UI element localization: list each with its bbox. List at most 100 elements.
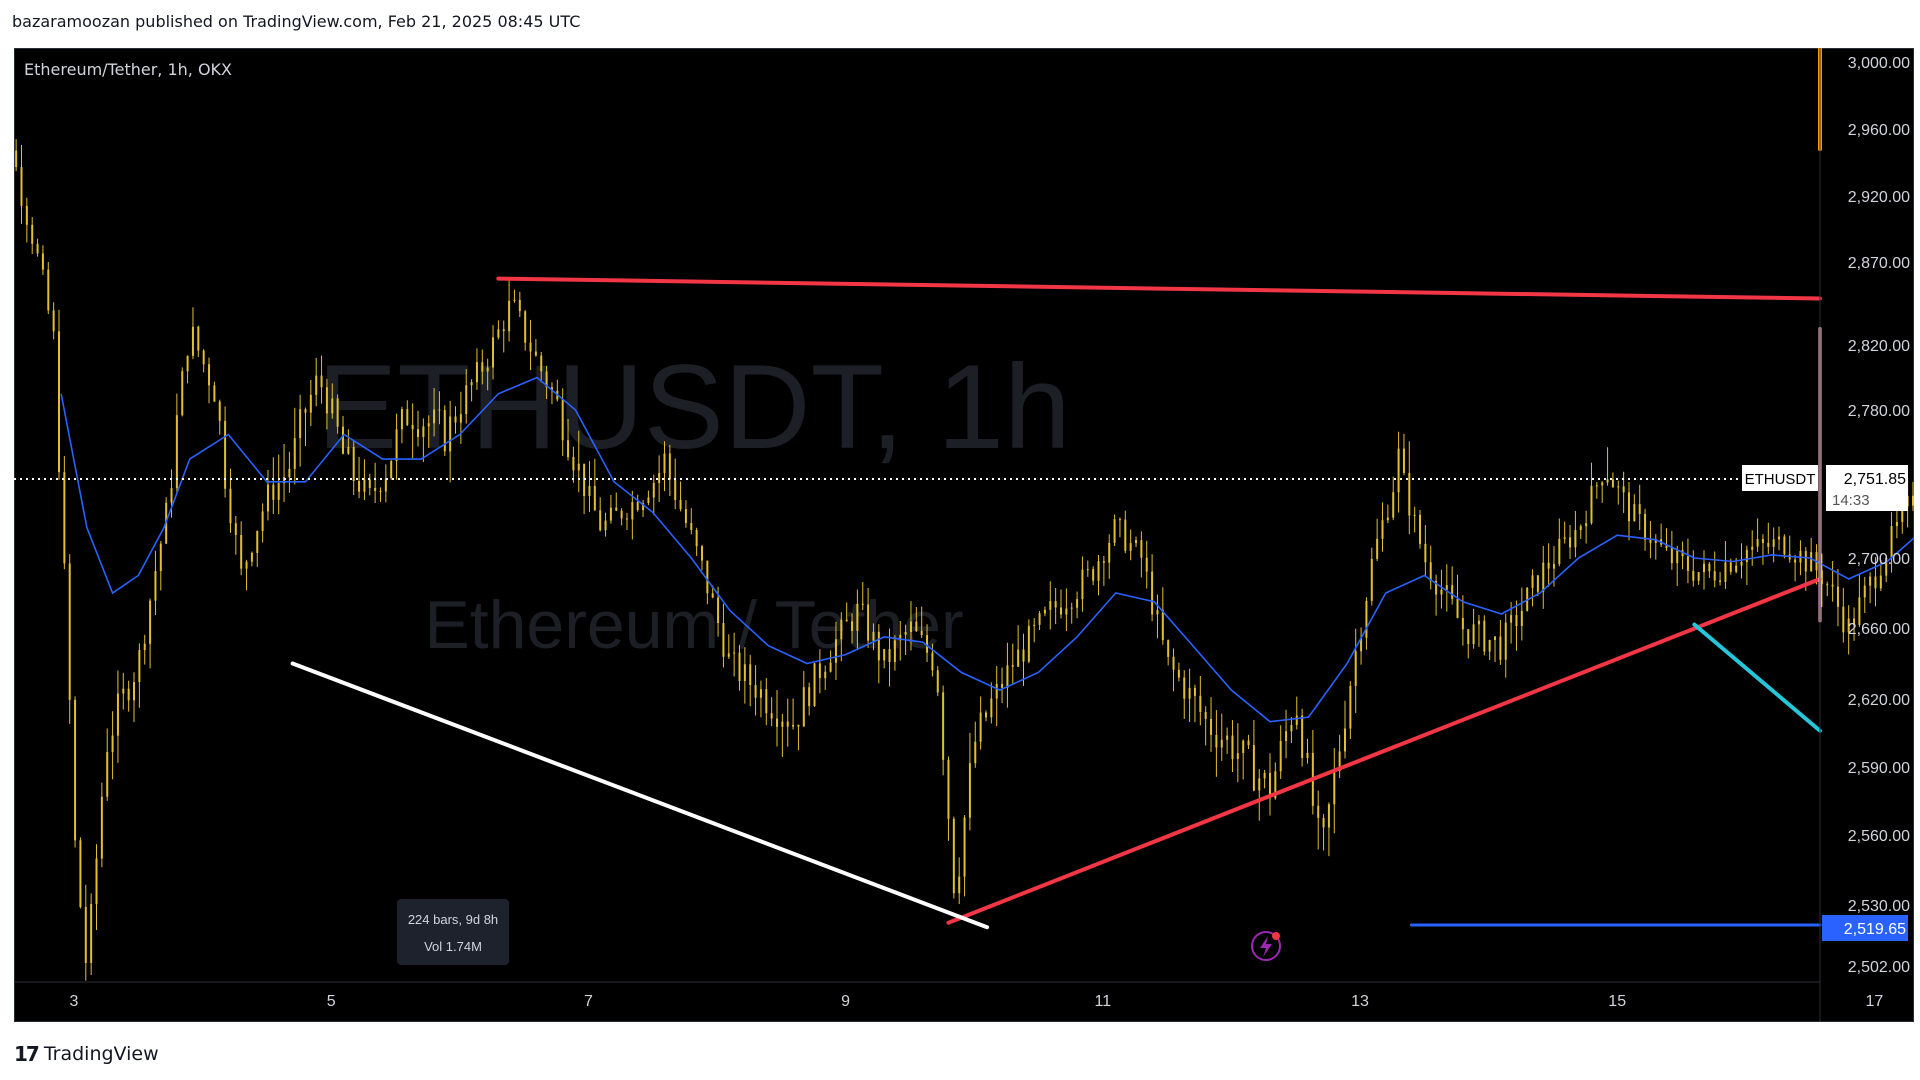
candle-body	[1011, 665, 1014, 667]
candle-body	[829, 662, 832, 672]
flash-icon-ring	[1251, 931, 1281, 961]
candle-body	[1129, 543, 1132, 551]
candle-body	[1740, 562, 1743, 566]
price-axis[interactable]: 3,000.00 2,960.00 2,920.00 2,870.00 2,820.00…	[1742, 48, 1910, 1022]
candle	[1156, 594, 1159, 639]
candle	[309, 380, 312, 427]
candle-body	[149, 600, 152, 644]
candle	[122, 672, 125, 710]
candle	[1043, 606, 1046, 617]
candle-body	[1419, 514, 1422, 544]
candle-body	[1772, 539, 1775, 547]
candle	[1215, 710, 1218, 777]
candle	[159, 540, 162, 591]
candle	[127, 680, 130, 712]
candle	[459, 391, 462, 444]
candle-body	[561, 399, 564, 441]
candle-body	[138, 650, 141, 683]
price-tick-label: 2,870.00	[1848, 255, 1910, 272]
candle	[1660, 523, 1663, 548]
candle	[1392, 476, 1395, 521]
candle-body	[1574, 530, 1577, 548]
candle	[68, 554, 71, 724]
measure-label: 224 bars, 9d 8h Vol 1.74M	[397, 899, 509, 965]
candle-body	[904, 631, 907, 635]
candle	[100, 782, 103, 868]
candle-body	[1322, 817, 1325, 828]
candle-body	[781, 721, 784, 727]
candle	[422, 418, 425, 463]
candle-body	[208, 364, 211, 386]
candle-body	[79, 840, 82, 907]
candle	[245, 559, 248, 591]
candle-body	[1429, 562, 1432, 582]
candle-body	[1285, 731, 1288, 742]
candle	[1853, 607, 1856, 641]
candle-body	[325, 387, 328, 414]
candle	[384, 464, 387, 503]
candle-body	[1649, 539, 1652, 543]
candle-body	[963, 817, 966, 877]
candle	[1703, 550, 1706, 590]
candle-body	[1751, 546, 1754, 550]
candle-body	[1247, 740, 1250, 746]
candle-body	[668, 453, 671, 480]
candle-body	[1386, 517, 1389, 521]
candle-body	[1494, 636, 1497, 641]
candle-body	[454, 416, 457, 423]
candle-body	[25, 205, 28, 225]
candle	[947, 756, 950, 841]
candle-body	[1542, 562, 1545, 592]
candle	[1590, 462, 1593, 525]
candle-body	[1027, 625, 1030, 662]
candle	[1820, 553, 1823, 607]
candle	[979, 696, 982, 750]
candle-body	[1376, 538, 1379, 559]
candle	[400, 406, 403, 444]
candle	[1263, 769, 1266, 789]
candle	[1708, 562, 1711, 578]
candle-body	[1708, 563, 1711, 572]
candle	[395, 413, 398, 480]
candle-body	[384, 478, 387, 492]
candle	[727, 634, 730, 659]
candle	[1210, 697, 1213, 752]
candle-body	[1167, 640, 1170, 657]
candle	[1869, 572, 1872, 604]
candle-body	[288, 468, 291, 478]
candle	[41, 245, 44, 276]
candle-body	[170, 488, 173, 503]
time-axis[interactable]: 3579111315171921232527Mar	[14, 981, 1914, 1010]
candle	[1402, 433, 1405, 476]
candle-body	[486, 367, 489, 372]
candle	[1060, 589, 1063, 619]
candle-body	[133, 682, 136, 701]
candle-body	[524, 311, 527, 343]
candle	[942, 685, 945, 776]
candle-body	[1601, 482, 1604, 486]
candle	[1183, 670, 1186, 719]
candle	[1306, 738, 1309, 764]
candle	[545, 365, 548, 400]
candle-body	[52, 310, 55, 332]
candle-body	[974, 741, 977, 764]
candle	[647, 490, 650, 506]
candle	[1504, 613, 1507, 678]
candle	[1365, 597, 1368, 650]
candle	[1536, 574, 1539, 597]
chart-extras: 224 bars, 9d 8h Vol 1.74M	[397, 899, 1281, 965]
candle-body	[1885, 557, 1888, 576]
candle-body	[1536, 575, 1539, 592]
candle	[1756, 518, 1759, 552]
candle	[1370, 547, 1373, 606]
candle-body	[1617, 486, 1620, 488]
candle-body	[545, 371, 548, 388]
candle-body	[1440, 589, 1443, 595]
candle	[1767, 522, 1770, 554]
candle-body	[529, 342, 532, 352]
candle-body	[240, 534, 243, 569]
candle-body	[658, 473, 661, 483]
candle-body	[845, 619, 848, 622]
price-chart[interactable]: ETHUSDT, 1h Ethereum / Tether 2,849.982,…	[14, 48, 1914, 1022]
candle-body	[995, 683, 998, 699]
